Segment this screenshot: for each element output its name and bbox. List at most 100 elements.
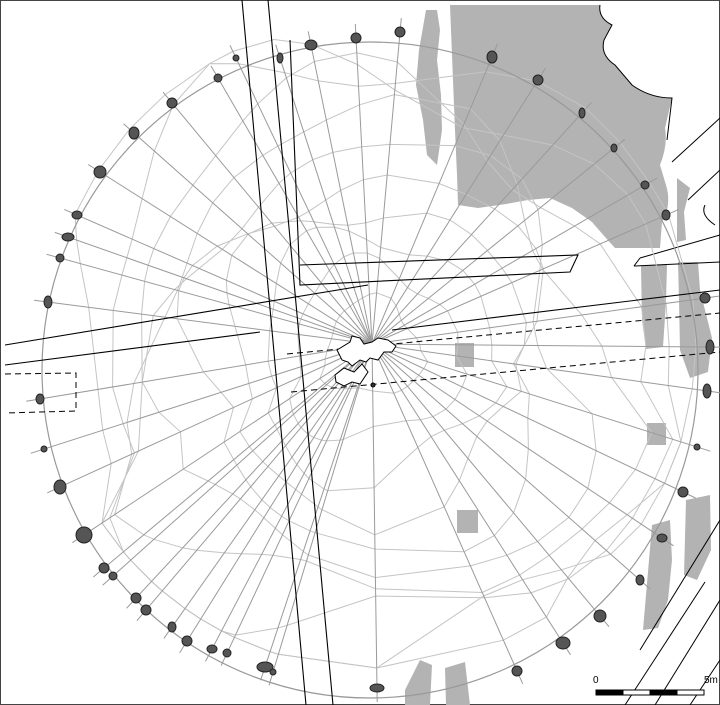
post-hole [40, 445, 48, 453]
radial-spoke [354, 23, 373, 345]
radial-spoke [72, 343, 373, 544]
right-ditch-main [641, 264, 667, 349]
radial-spoke [371, 343, 720, 394]
radial-spoke [63, 208, 373, 345]
scale-bar: 0 5m [593, 675, 718, 696]
post-hole [350, 32, 362, 44]
radial-spoke [47, 343, 373, 494]
radial-spoke [371, 343, 696, 499]
radial-spoke [26, 343, 373, 402]
post-hole [55, 253, 65, 263]
radial-spoke [371, 18, 402, 345]
radial-spoke [92, 343, 373, 578]
post-hole [35, 393, 45, 405]
radial-spoke [371, 343, 524, 685]
radial-spoke [123, 123, 373, 345]
trench-lower-3 [689, 659, 720, 705]
scale-start-label: 0 [593, 675, 599, 686]
central-feature [334, 335, 397, 388]
post-hole [593, 609, 607, 623]
radial-spoke [162, 91, 373, 345]
radial-spoke [229, 45, 373, 345]
small-pit-3 [457, 510, 478, 533]
radial-spoke [371, 343, 674, 547]
trench-box [289, 39, 579, 286]
post-hole [486, 50, 498, 64]
radial-spoke [163, 343, 373, 639]
right-ditch-post-area [678, 262, 712, 378]
scale-segment-1 [595, 689, 624, 696]
trench-line-horizontal-2 [4, 331, 261, 366]
post-hole [75, 526, 93, 544]
radial-spoke [371, 343, 711, 452]
trench-line-west-1 [241, 0, 307, 705]
central-hearth [336, 335, 397, 367]
central-post [370, 382, 376, 388]
post-hole [699, 292, 711, 304]
radial-spoke [210, 65, 373, 345]
post-hole [206, 644, 218, 654]
trench-lower-1 [639, 519, 720, 651]
post-hole [213, 73, 223, 83]
trench-line-east-1 [391, 289, 720, 331]
post-hole [640, 180, 650, 190]
post-hole [635, 574, 645, 586]
radial-spoke [34, 299, 373, 345]
edge-ditch [684, 495, 711, 580]
post-hole [610, 143, 618, 153]
post-hole [71, 210, 83, 220]
radial-spoke [371, 138, 626, 345]
post-hole [369, 683, 385, 693]
radial-spoke [179, 343, 373, 654]
scale-segment-4 [676, 689, 705, 696]
radial-spoke [371, 343, 571, 656]
radial-spoke [371, 295, 719, 345]
radial-spoke [371, 343, 720, 348]
bottom-feature-right [445, 662, 470, 705]
radial-spoke [30, 343, 373, 454]
grey-features [405, 5, 712, 705]
radial-spoke [136, 343, 373, 622]
post-hole [43, 295, 53, 309]
ditch-outline [599, 4, 673, 141]
post-hole [705, 339, 715, 355]
post-hole [98, 562, 110, 574]
ditch-boundary-lines [599, 4, 720, 705]
post-holes [35, 26, 715, 693]
outer-ring [41, 41, 699, 699]
post-hole [128, 126, 140, 140]
trench-diagonal-1 [671, 117, 720, 163]
radial-spoke [371, 43, 498, 345]
central-hearth-lower [334, 363, 369, 387]
post-hole [232, 54, 240, 62]
post-hole [108, 571, 118, 581]
scale-segment-2 [622, 689, 651, 696]
radial-spoke [371, 343, 610, 628]
post-hole [269, 668, 277, 676]
post-hole [181, 635, 193, 647]
radial-spokes [26, 18, 720, 703]
post-hole [532, 74, 544, 86]
radial-spoke [371, 177, 658, 345]
post-hole [702, 383, 712, 399]
radial-spoke [268, 343, 373, 686]
post-hole [661, 209, 671, 221]
radial-spoke [307, 31, 373, 345]
post-hole [166, 97, 178, 109]
radial-spoke [87, 164, 373, 345]
post-hole [656, 533, 668, 543]
trench-diagonal-3 [703, 204, 716, 226]
post-hole [53, 479, 67, 495]
post-hole [93, 165, 107, 179]
post-hole [693, 443, 701, 451]
post-hole [256, 661, 274, 673]
radial-spoke [205, 343, 373, 662]
post-hole [394, 26, 406, 38]
dashed-box-west [4, 372, 77, 414]
dashed-line-lower [290, 351, 720, 393]
scale-segment-3 [649, 689, 678, 696]
radial-spoke [54, 231, 373, 345]
radial-spoke [371, 102, 592, 345]
post-hole [555, 636, 571, 650]
